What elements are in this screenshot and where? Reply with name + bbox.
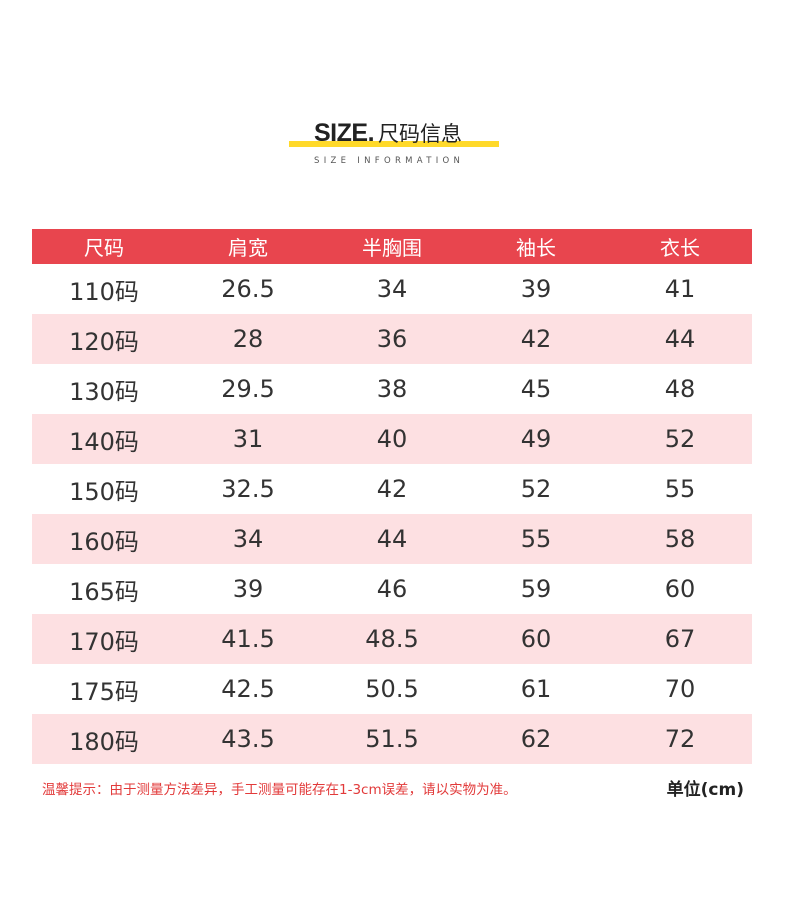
header-cell-length: 衣长 [660, 236, 700, 260]
size-table: 尺码 肩宽 半胸围 袖长 衣长 110码 26.5 34 39 41 120码 … [32, 229, 752, 764]
table-cell-shoulder: 28 [232, 325, 264, 353]
table-cell-half-chest: 42 [376, 475, 408, 503]
table-cell-half-chest: 40 [376, 425, 408, 453]
table-cell-sleeve: 55 [520, 525, 552, 553]
table-cell-half-chest: 51.5 [365, 725, 419, 753]
table-cell-size: 180码 [69, 727, 139, 756]
table-cell-length: 67 [664, 625, 696, 653]
table-row: 130码 29.5 38 45 48 [32, 364, 752, 414]
heading-subtitle: SIZE INFORMATION [314, 156, 465, 166]
table-cell-half-chest: 44 [376, 525, 408, 553]
table-cell-half-chest: 36 [376, 325, 408, 353]
table-cell-length: 52 [664, 425, 696, 453]
table-row: 175码 42.5 50.5 61 70 [32, 664, 752, 714]
table-cell-half-chest: 34 [376, 275, 408, 303]
table-cell-sleeve: 61 [520, 675, 552, 703]
table-cell-length: 55 [664, 475, 696, 503]
table-cell-sleeve: 45 [520, 375, 552, 403]
table-cell-size: 160码 [69, 527, 139, 556]
table-cell-size: 170码 [69, 627, 139, 656]
table-cell-length: 58 [664, 525, 696, 553]
table-cell-shoulder: 41.5 [221, 625, 275, 653]
heading-accent-bar [289, 141, 499, 147]
table-cell-shoulder: 43.5 [221, 725, 275, 753]
table-cell-size: 120码 [69, 327, 139, 356]
table-cell-sleeve: 62 [520, 725, 552, 753]
heading-title: SIZE. 尺码信息 [314, 118, 462, 152]
table-cell-length: 60 [664, 575, 696, 603]
table-row: 165码 39 46 59 60 [32, 564, 752, 614]
table-cell-sleeve: 60 [520, 625, 552, 653]
table-row: 180码 43.5 51.5 62 72 [32, 714, 752, 764]
unit-label: 单位(cm) [666, 780, 744, 800]
table-cell-size: 110码 [69, 277, 139, 306]
size-heading: SIZE. 尺码信息 SIZE INFORMATION [0, 110, 790, 180]
table-cell-shoulder: 32.5 [221, 475, 275, 503]
heading-title-en: SIZE. [314, 119, 375, 147]
table-cell-sleeve: 52 [520, 475, 552, 503]
table-row: 120码 28 36 42 44 [32, 314, 752, 364]
table-cell-length: 41 [664, 275, 696, 303]
table-cell-shoulder: 29.5 [221, 375, 275, 403]
heading-title-cn: 尺码信息 [378, 122, 463, 146]
table-cell-size: 130码 [69, 377, 139, 406]
table-cell-half-chest: 46 [376, 575, 408, 603]
table-cell-half-chest: 38 [376, 375, 408, 403]
table-cell-shoulder: 34 [232, 525, 264, 553]
table-cell-sleeve: 42 [520, 325, 552, 353]
table-cell-shoulder: 39 [232, 575, 264, 603]
table-cell-size: 140码 [69, 427, 139, 456]
table-cell-length: 48 [664, 375, 696, 403]
table-cell-half-chest: 48.5 [365, 625, 419, 653]
table-cell-size: 175码 [69, 677, 139, 706]
table-cell-size: 150码 [69, 477, 139, 506]
table-cell-sleeve: 49 [520, 425, 552, 453]
header-cell-half-chest: 半胸围 [362, 236, 422, 260]
table-cell-length: 70 [664, 675, 696, 703]
header-cell-size: 尺码 [84, 236, 124, 260]
table-row: 140码 31 40 49 52 [32, 414, 752, 464]
table-row: 110码 26.5 34 39 41 [32, 264, 752, 314]
table-cell-shoulder: 42.5 [221, 675, 275, 703]
header-cell-shoulder: 肩宽 [228, 236, 268, 260]
table-cell-sleeve: 59 [520, 575, 552, 603]
table-cell-length: 72 [664, 725, 696, 753]
table-cell-sleeve: 39 [520, 275, 552, 303]
table-row: 170码 41.5 48.5 60 67 [32, 614, 752, 664]
measurement-note: 温馨提示：由于测量方法差异，手工测量可能存在1-3cm误差，请以实物为准。 [42, 782, 517, 798]
table-cell-size: 165码 [69, 577, 139, 606]
table-cell-half-chest: 50.5 [365, 675, 419, 703]
header-cell-sleeve: 袖长 [516, 236, 556, 260]
table-cell-length: 44 [664, 325, 696, 353]
table-cell-shoulder: 31 [232, 425, 264, 453]
table-row: 150码 32.5 42 52 55 [32, 464, 752, 514]
table-header-row: 尺码 肩宽 半胸围 袖长 衣长 [32, 229, 752, 264]
table-row: 160码 34 44 55 58 [32, 514, 752, 564]
table-cell-shoulder: 26.5 [221, 275, 275, 303]
